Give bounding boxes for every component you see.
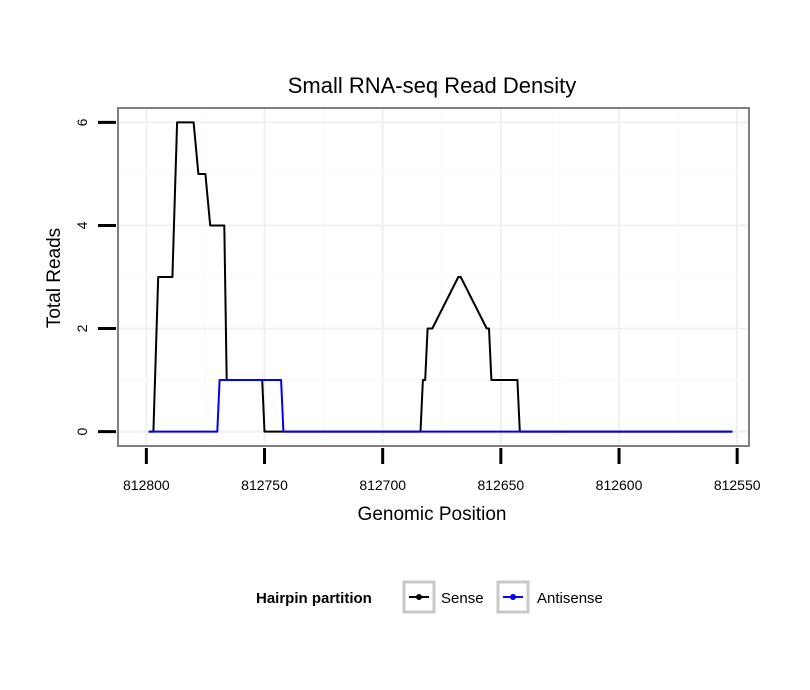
gridlines <box>118 108 749 446</box>
y-axis: 0 2 4 6 <box>74 118 116 435</box>
x-tick-label: 812750 <box>241 477 288 493</box>
plot-panel-border <box>117 107 750 447</box>
legend-label-sense: Sense <box>441 590 484 607</box>
x-tick-label: 812700 <box>359 477 406 493</box>
legend-title: Hairpin partition <box>256 590 372 607</box>
y-axis-label: Total Reads <box>44 228 65 328</box>
legend-label-antisense: Antisense <box>537 590 603 607</box>
legend-key-point-sense <box>416 594 422 600</box>
x-tick-label: 812600 <box>596 477 643 493</box>
chart-title: Small RNA-seq Read Density <box>288 73 577 98</box>
y-tick-label: 4 <box>74 221 90 229</box>
y-tick-label: 2 <box>74 324 90 332</box>
legend-key-point-antisense <box>510 594 516 600</box>
x-tick-label: 812800 <box>123 477 170 493</box>
series-lines <box>148 121 733 433</box>
series-line-antisense <box>148 379 733 433</box>
x-axis: 812800 812750 812700 812650 812600 812550 <box>123 448 761 493</box>
x-tick-label: 812550 <box>714 477 761 493</box>
y-tick-label: 6 <box>74 118 90 126</box>
x-axis-label: Genomic Position <box>358 504 507 525</box>
x-tick-label: 812650 <box>477 477 524 493</box>
legend: Hairpin partition Sense Antisense <box>256 580 603 614</box>
y-tick-label: 0 <box>74 427 90 435</box>
